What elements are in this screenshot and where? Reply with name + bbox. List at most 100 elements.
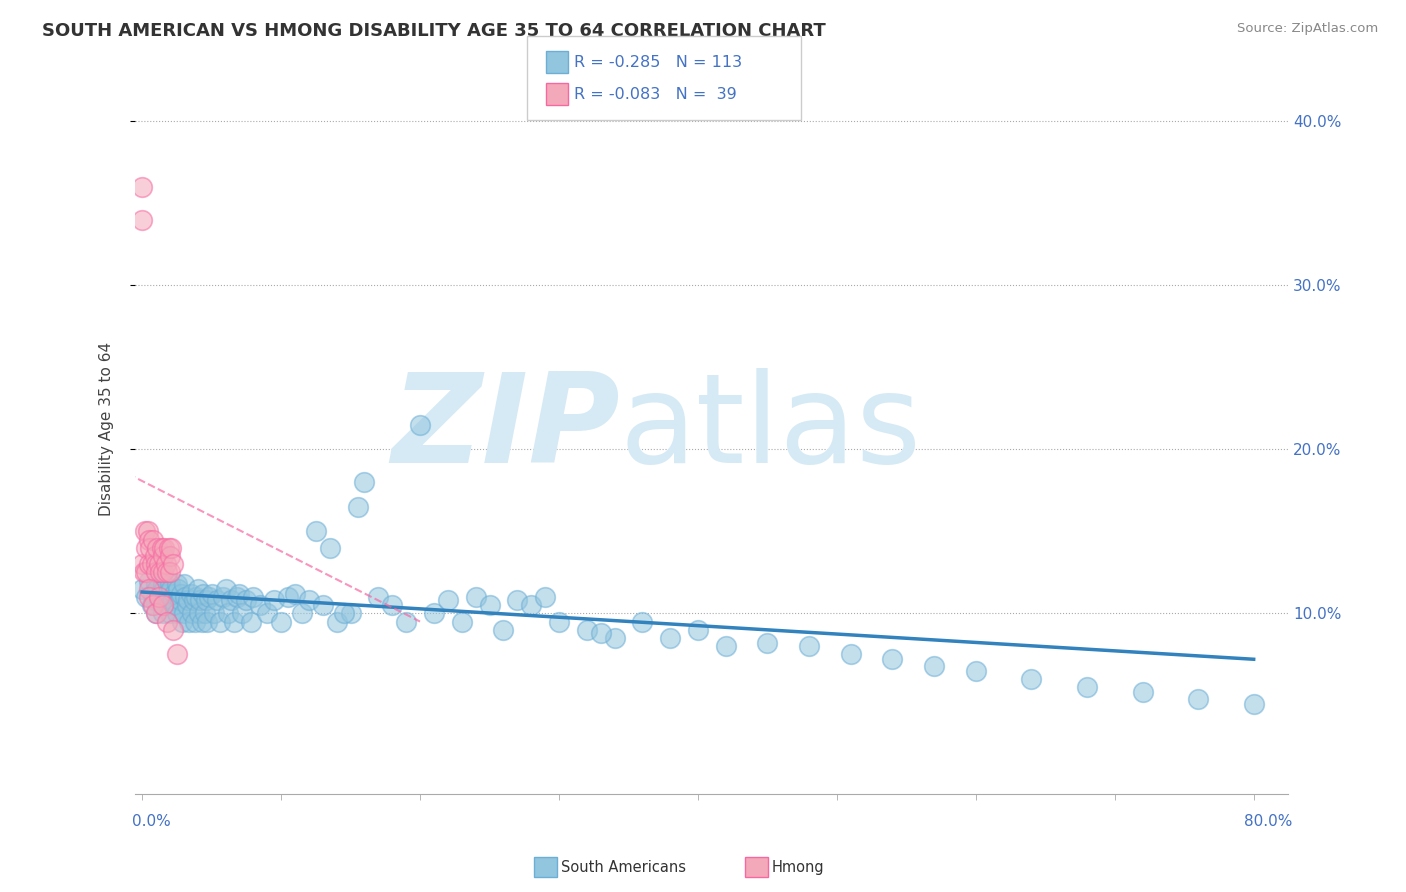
Point (155, 557, 177, 571)
Point (325, 615, 347, 629)
Point (756, 636, 779, 650)
Point (188, 607, 211, 621)
Point (219, 593, 242, 607)
Point (211, 590, 233, 604)
Point (214, 582, 236, 596)
Point (142, 587, 165, 601)
Point (159, 549, 181, 563)
Point (132, 566, 155, 580)
Point (353, 475, 375, 490)
Point (138, 590, 160, 604)
Point (166, 648, 188, 662)
Y-axis label: Disability Age 35 to 64: Disability Age 35 to 64 (100, 342, 114, 516)
Point (437, 593, 460, 607)
Point (148, 590, 170, 604)
Text: R = -0.083   N =  39: R = -0.083 N = 39 (574, 87, 737, 102)
Point (177, 593, 200, 607)
Point (198, 590, 221, 604)
Point (150, 541, 173, 555)
Text: R = -0.285   N = 113: R = -0.285 N = 113 (574, 55, 742, 70)
Point (332, 607, 354, 621)
Point (190, 593, 212, 607)
Point (163, 587, 186, 601)
Point (1243, 697, 1265, 711)
Point (686, 623, 709, 637)
Point (141, 598, 163, 612)
Point (173, 607, 195, 621)
Point (423, 607, 446, 621)
Point (135, 590, 157, 604)
Point (222, 615, 245, 629)
Point (409, 417, 432, 432)
Point (228, 587, 250, 601)
Text: atlas: atlas (620, 368, 922, 490)
Point (922, 658, 945, 673)
Point (277, 590, 299, 604)
Point (145, 607, 167, 621)
Point (242, 590, 264, 604)
Point (157, 541, 180, 555)
Point (464, 590, 486, 604)
Point (346, 500, 368, 514)
Point (179, 615, 201, 629)
Point (150, 598, 173, 612)
Text: Hmong: Hmong (772, 860, 824, 874)
Point (142, 533, 165, 547)
Point (256, 607, 278, 621)
Point (146, 582, 169, 596)
Text: 0.0%: 0.0% (132, 814, 170, 830)
Point (1021, 672, 1043, 686)
Point (291, 607, 314, 621)
Text: Source: ZipAtlas.com: Source: ZipAtlas.com (1237, 22, 1378, 36)
Point (492, 623, 515, 637)
Point (312, 598, 335, 612)
Point (159, 566, 181, 580)
Point (148, 593, 170, 607)
Text: 80.0%: 80.0% (1243, 814, 1292, 830)
Point (152, 598, 174, 612)
Point (187, 582, 209, 596)
Point (138, 557, 160, 571)
Point (138, 574, 160, 588)
Point (181, 607, 204, 621)
Point (193, 587, 215, 601)
Point (548, 615, 571, 629)
Point (174, 590, 197, 604)
Point (142, 598, 165, 612)
Point (167, 582, 190, 596)
Point (131, 557, 153, 571)
Point (131, 582, 153, 596)
Point (603, 631, 626, 645)
Point (191, 615, 214, 629)
Point (138, 582, 160, 596)
Point (180, 587, 202, 601)
Point (506, 593, 529, 607)
Point (239, 615, 262, 629)
Point (143, 549, 166, 563)
Point (208, 615, 231, 629)
Point (172, 615, 194, 629)
Point (450, 615, 472, 629)
Point (156, 615, 179, 629)
Point (367, 590, 389, 604)
Point (146, 541, 169, 555)
Point (714, 639, 737, 653)
Point (166, 607, 188, 621)
Text: ZIP: ZIP (391, 368, 620, 490)
Point (263, 593, 285, 607)
Point (395, 615, 418, 629)
Point (186, 590, 208, 604)
Point (235, 593, 257, 607)
Point (135, 541, 157, 555)
Point (225, 590, 247, 604)
Point (589, 626, 612, 640)
Point (173, 577, 195, 591)
Point (270, 615, 292, 629)
Point (152, 577, 174, 591)
Point (152, 607, 174, 621)
Point (135, 566, 157, 580)
Point (205, 593, 228, 607)
Point (381, 598, 404, 612)
Point (157, 598, 180, 612)
Point (160, 582, 183, 596)
